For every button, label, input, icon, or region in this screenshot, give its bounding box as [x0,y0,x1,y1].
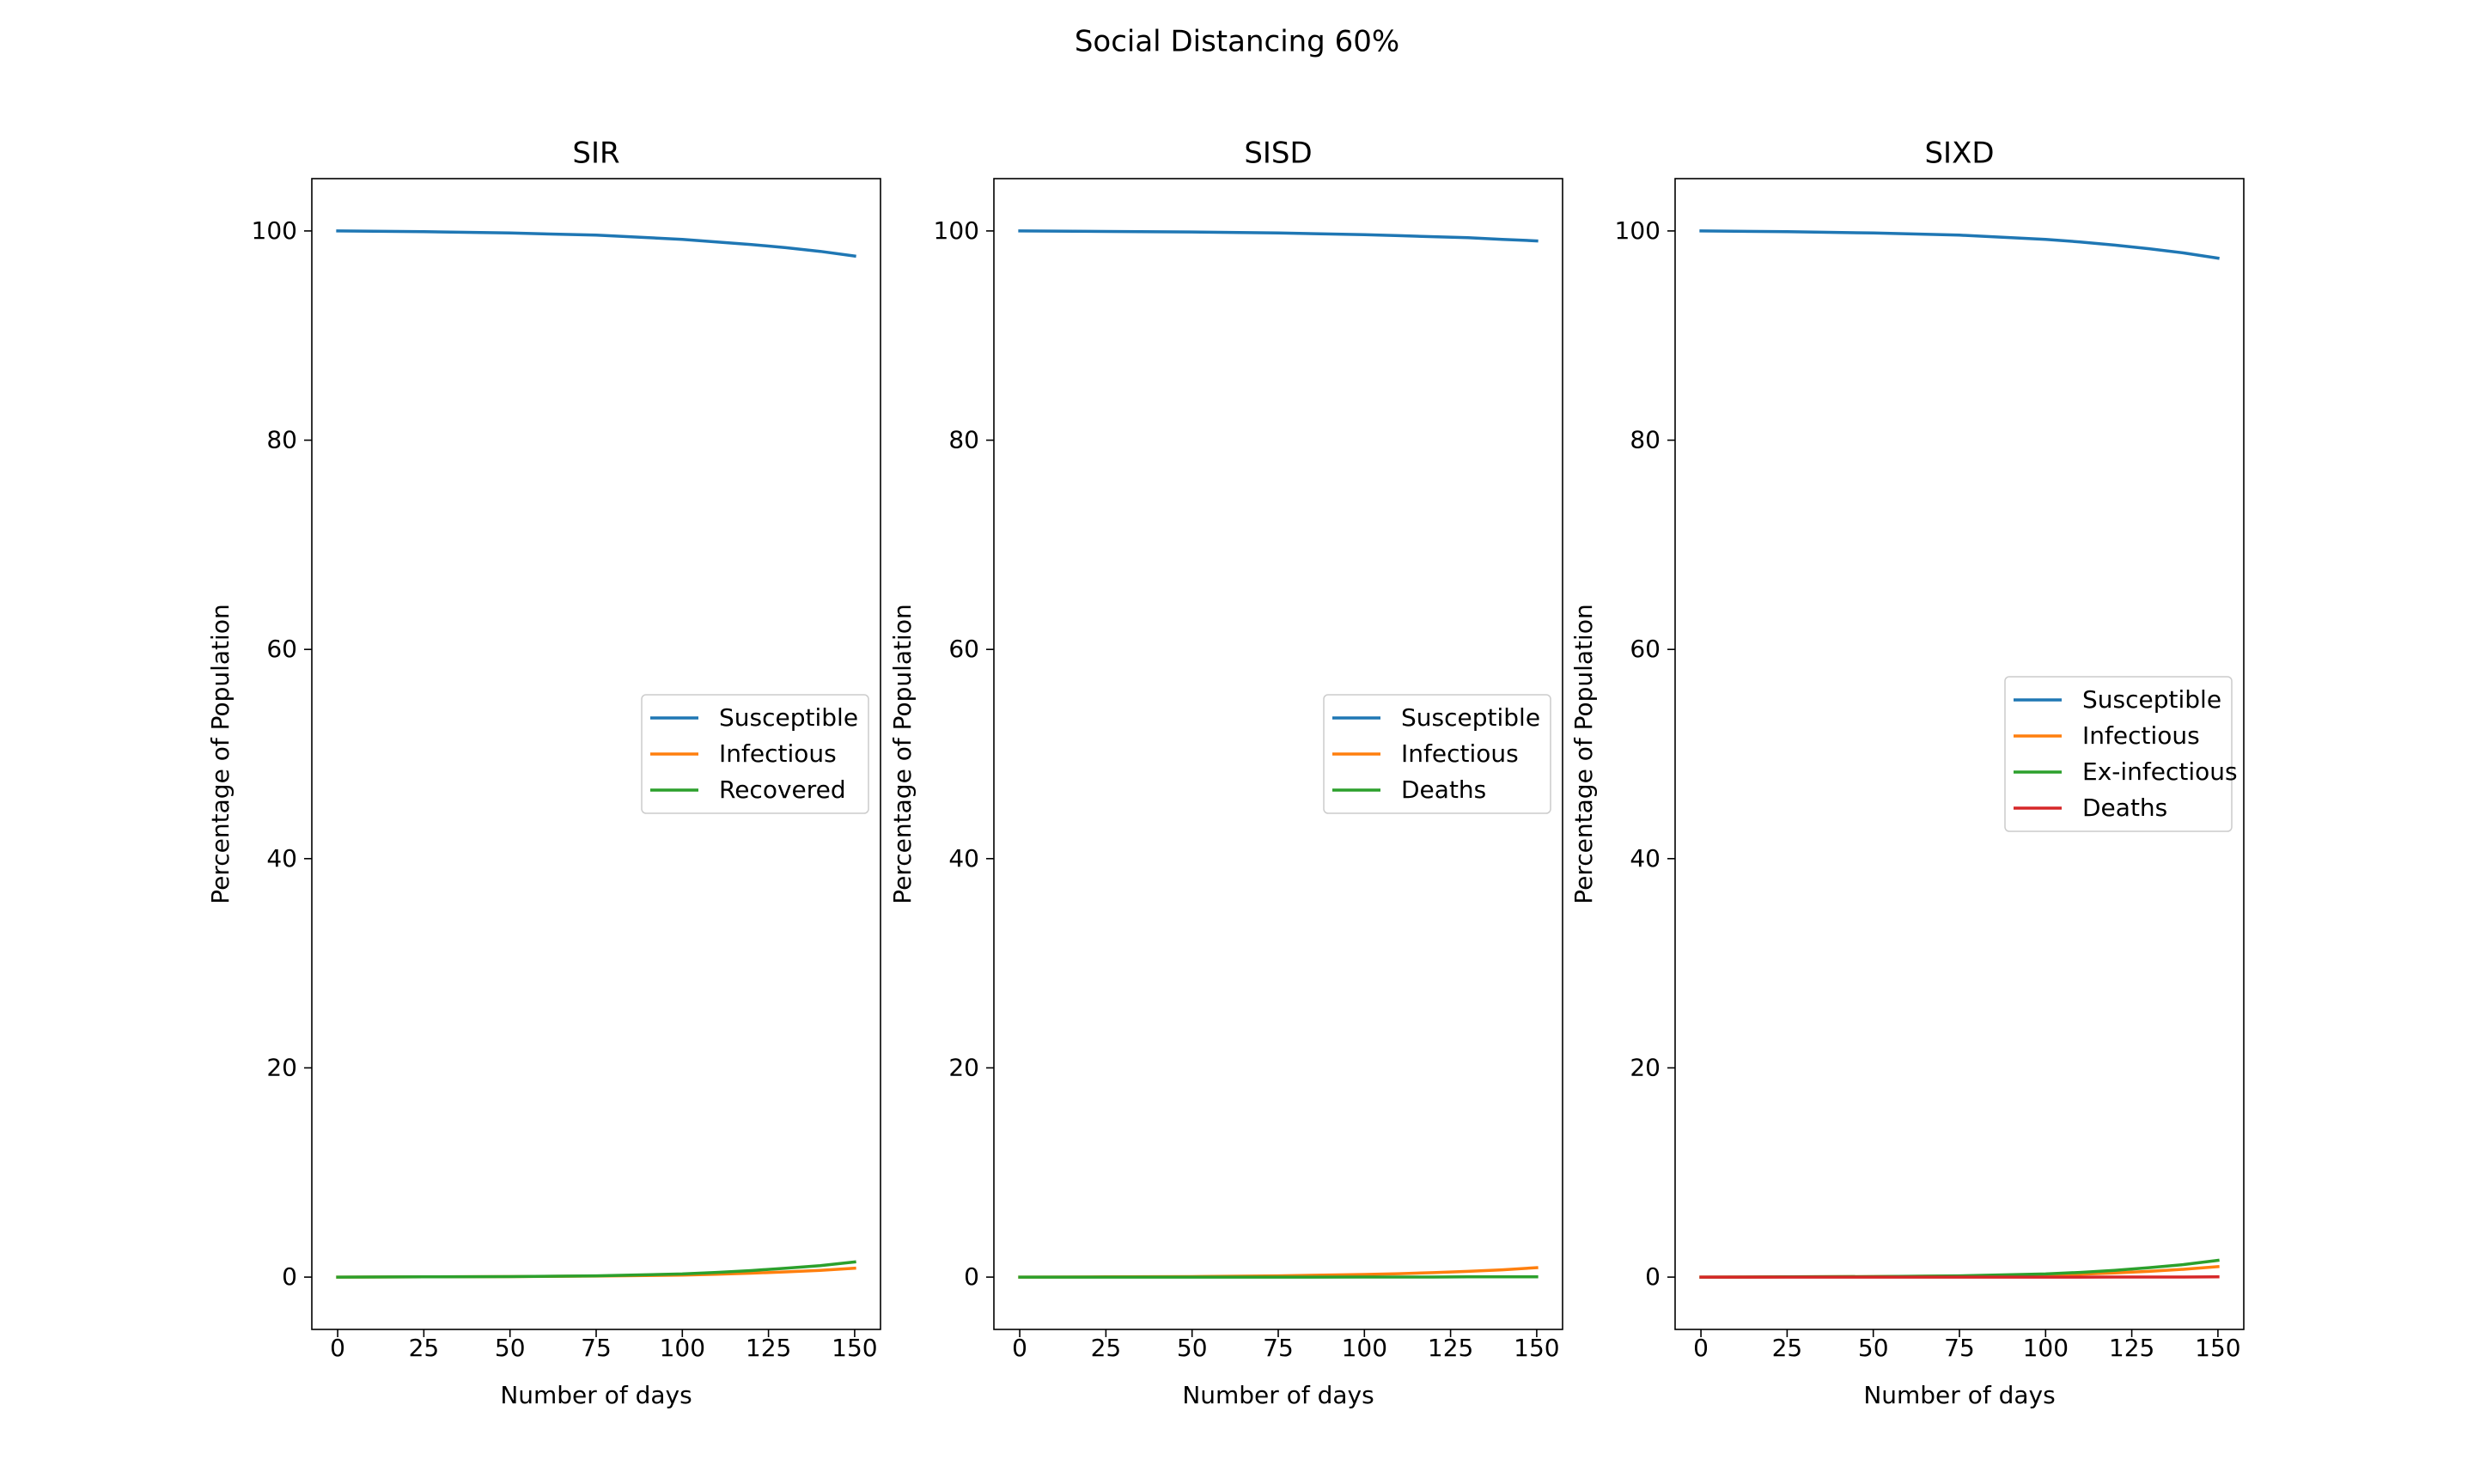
y-tick-label: 0 [964,1262,979,1291]
series-line-susceptible [1018,229,1539,243]
legend-box [641,694,869,814]
y-tick-label: 20 [948,1053,979,1081]
legend-label: Infectious [2082,721,2200,750]
x-tick-label: 125 [2109,1334,2154,1362]
axes-frame [311,178,881,1330]
axes-container: 0 25 50 75 100 125 150 0 20 40 60 80 100 SIR Number of… [206,137,2245,1409]
y-tick-label: 60 [948,635,979,663]
legend-label: Susceptible [1401,703,1540,732]
legend-box [2004,676,2233,832]
x-tick-label: 75 [581,1334,612,1362]
y-tick-label: 40 [948,844,979,873]
legend-box [1323,694,1551,814]
series-line-susceptible [336,229,856,258]
y-axis-label: Percentage of Population [888,604,917,903]
legend: Susceptible Infectious Recovered [641,694,869,814]
x-tick-label: 50 [1858,1334,1889,1362]
y-tick-label: 80 [1630,426,1661,454]
legend-label: Ex-infectious [2082,757,2238,786]
x-tick-label: 25 [1091,1334,1122,1362]
x-tick-label: 50 [1177,1334,1208,1362]
x-tick-label: 150 [2195,1334,2240,1362]
axes-frame [1674,178,2245,1330]
y-tick-label: 60 [266,635,297,663]
axes-sir: 0 25 50 75 100 125 150 0 20 40 60 80 100 SIR Number of… [206,137,881,1409]
y-tick-label: 20 [1630,1053,1661,1081]
legend-label: Recovered [719,775,846,804]
x-tick-label: 0 [1693,1334,1709,1362]
x-tick-label: 100 [1342,1334,1387,1362]
figure-suptitle: Social Distancing 60% [1075,25,1399,59]
x-axis-label: Number of days [1863,1381,2055,1409]
x-tick-label: 75 [1263,1334,1294,1362]
axes-sisd: 0 25 50 75 100 125 150 0 20 40 60 80 100 SISD Number o… [888,137,1563,1409]
y-tick-label: 80 [266,426,297,454]
x-tick-label: 25 [409,1334,440,1362]
y-axis-label: Percentage of Population [206,604,235,903]
legend-label: Susceptible [719,703,858,732]
x-tick-label: 150 [1514,1334,1559,1362]
y-tick-label: 0 [1645,1262,1661,1291]
y-tick-label: 100 [934,216,979,245]
legend-label: Deaths [1401,775,1486,804]
legend-label: Deaths [2082,794,2167,822]
series-line-susceptible [1699,229,2220,260]
x-tick-label: 125 [746,1334,791,1362]
y-tick-label: 100 [1615,216,1661,245]
x-tick-label: 0 [330,1334,345,1362]
axes-title: SISD [1244,137,1312,171]
legend-label: Susceptible [2082,685,2221,714]
y-tick-label: 80 [948,426,979,454]
y-tick-label: 0 [282,1262,297,1291]
x-tick-label: 50 [495,1334,526,1362]
y-tick-label: 40 [1630,844,1661,873]
x-tick-label: 25 [1772,1334,1803,1362]
x-tick-label: 150 [832,1334,877,1362]
x-tick-label: 100 [2023,1334,2069,1362]
x-tick-label: 125 [1428,1334,1473,1362]
legend-label: Infectious [719,739,837,768]
series-line-recovered [336,1260,856,1279]
axes-title: SIXD [1924,137,1994,171]
y-axis-label: Percentage of Population [1569,604,1598,903]
axes-sixd: 0 25 50 75 100 125 150 0 20 40 60 80 100 SIXD Number o… [1569,137,2245,1409]
axes-title: SIR [572,137,619,171]
y-tick-label: 20 [266,1053,297,1081]
x-tick-label: 100 [660,1334,705,1362]
legend: Susceptible Infectious Ex-infectious Deaths [2004,676,2238,832]
x-axis-label: Number of days [500,1381,692,1409]
x-axis-label: Number of days [1182,1381,1374,1409]
legend: Susceptible Infectious Deaths [1323,694,1551,814]
legend-label: Infectious [1401,739,1519,768]
y-tick-label: 100 [252,216,297,245]
x-tick-label: 0 [1012,1334,1027,1362]
y-tick-label: 40 [266,844,297,873]
x-tick-label: 75 [1944,1334,1975,1362]
axes-frame [993,178,1563,1330]
y-tick-label: 60 [1630,635,1661,663]
